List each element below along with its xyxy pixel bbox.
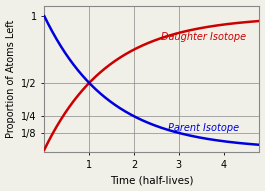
Y-axis label: Proportion of Atoms Left: Proportion of Atoms Left: [6, 20, 16, 138]
Text: Parent Isotope: Parent Isotope: [168, 123, 239, 133]
X-axis label: Time (half-lives): Time (half-lives): [110, 176, 194, 185]
Text: Daughter Isotope: Daughter Isotope: [161, 32, 246, 42]
